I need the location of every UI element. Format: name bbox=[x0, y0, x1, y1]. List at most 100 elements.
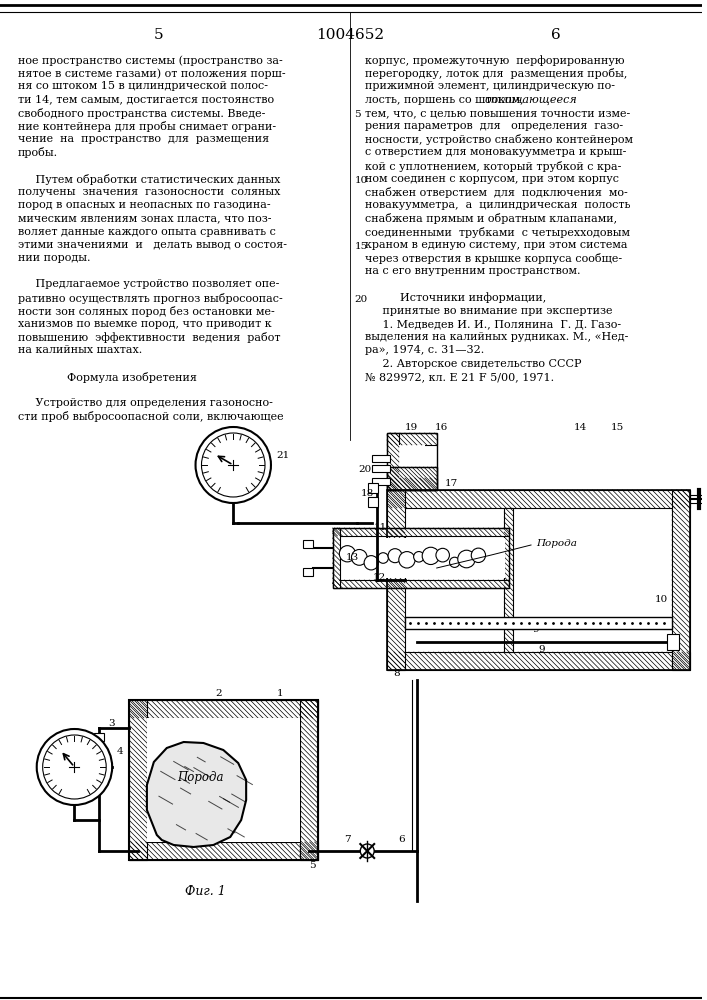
Bar bbox=[129, 700, 317, 860]
Circle shape bbox=[201, 433, 265, 497]
Text: Фиг. 1: Фиг. 1 bbox=[185, 885, 226, 898]
Text: 21: 21 bbox=[276, 450, 289, 460]
Bar bbox=[332, 580, 509, 588]
Text: № 829972, кл. Е 21 F 5/00, 1971.: № 829972, кл. Е 21 F 5/00, 1971. bbox=[366, 372, 554, 382]
Text: 9: 9 bbox=[539, 646, 545, 654]
Text: соединенными  трубками  с четырехходовым: соединенными трубками с четырехходовым bbox=[366, 227, 630, 238]
Text: 14: 14 bbox=[574, 422, 588, 432]
Circle shape bbox=[414, 552, 424, 562]
Text: 6: 6 bbox=[551, 28, 561, 42]
Text: ности зон соляных пород без остановки ме-: ности зон соляных пород без остановки ме… bbox=[18, 306, 274, 317]
Bar bbox=[387, 467, 437, 490]
Text: 9: 9 bbox=[532, 626, 539, 635]
Text: Порода: Порода bbox=[177, 772, 223, 784]
Text: нии породы.: нии породы. bbox=[18, 253, 90, 263]
Circle shape bbox=[361, 844, 374, 858]
Text: 5: 5 bbox=[154, 28, 163, 42]
Circle shape bbox=[196, 427, 271, 503]
Circle shape bbox=[339, 546, 356, 562]
Text: 1004652: 1004652 bbox=[316, 28, 385, 42]
Text: чение  на  пространство  для  размещения: чение на пространство для размещения bbox=[18, 134, 269, 144]
Text: 5: 5 bbox=[310, 860, 316, 869]
Bar bbox=[387, 433, 437, 490]
Text: 20: 20 bbox=[358, 466, 372, 475]
Text: Источники информации,: Источники информации, bbox=[366, 293, 547, 303]
Text: перегородку, лоток для  размещения пробы,: перегородку, лоток для размещения пробы, bbox=[366, 68, 628, 79]
Text: ное пространство системы (пространство за-: ное пространство системы (пространство з… bbox=[18, 55, 283, 66]
Text: Порода: Порода bbox=[536, 538, 577, 548]
Bar bbox=[372, 455, 390, 462]
Text: пород в опасных и неопасных по газодина-: пород в опасных и неопасных по газодина- bbox=[18, 200, 271, 210]
Bar bbox=[94, 746, 104, 754]
Text: кой с уплотнением, который трубкой с кра-: кой с уплотнением, который трубкой с кра… bbox=[366, 161, 621, 172]
Bar bbox=[147, 718, 300, 842]
Bar bbox=[387, 490, 690, 508]
Bar bbox=[387, 433, 437, 445]
Text: 2. Авторское свидетельство СССР: 2. Авторское свидетельство СССР bbox=[366, 359, 582, 369]
Bar bbox=[129, 700, 147, 860]
Text: 18: 18 bbox=[361, 489, 374, 498]
Text: через отверстия в крышке корпуса сообще-: через отверстия в крышке корпуса сообще- bbox=[366, 253, 622, 264]
Bar bbox=[300, 700, 317, 860]
Text: 13: 13 bbox=[346, 552, 359, 562]
Bar bbox=[405, 617, 672, 629]
Text: новакуумметра,  а  цилиндрическая  полость: новакуумметра, а цилиндрическая полость bbox=[366, 200, 631, 210]
Bar bbox=[368, 497, 378, 507]
Text: ние контейнера для пробы снимает ограни-: ние контейнера для пробы снимает ограни- bbox=[18, 121, 276, 132]
Bar bbox=[504, 508, 513, 652]
Circle shape bbox=[378, 553, 388, 563]
Bar bbox=[387, 652, 690, 670]
Text: 1. Медведев И. И., Полянина  Г. Д. Газо-: 1. Медведев И. И., Полянина Г. Д. Газо- bbox=[366, 319, 621, 329]
Text: ня со штоком 15 в цилиндрической полос-: ня со штоком 15 в цилиндрической полос- bbox=[18, 81, 268, 91]
Text: отличающееся: отличающееся bbox=[484, 95, 577, 105]
Text: 17: 17 bbox=[445, 480, 458, 488]
Text: 19: 19 bbox=[405, 422, 419, 432]
Text: 16: 16 bbox=[435, 422, 448, 432]
Polygon shape bbox=[147, 742, 246, 847]
Text: 1: 1 bbox=[276, 690, 284, 698]
Bar bbox=[129, 842, 317, 860]
Bar bbox=[342, 538, 506, 578]
Circle shape bbox=[457, 550, 475, 568]
Text: 5: 5 bbox=[354, 110, 361, 119]
Bar bbox=[672, 490, 690, 670]
Bar bbox=[372, 478, 390, 485]
Text: ти 14, тем самым, достигается постоянство: ти 14, тем самым, достигается постоянств… bbox=[18, 95, 274, 105]
Text: на с его внутренним пространством.: на с его внутренним пространством. bbox=[366, 266, 580, 276]
Text: лость, поршень со штоком,: лость, поршень со штоком, bbox=[366, 95, 527, 105]
Text: 3: 3 bbox=[108, 718, 115, 728]
Bar bbox=[129, 700, 317, 718]
Bar bbox=[387, 467, 437, 490]
Text: 10: 10 bbox=[354, 176, 368, 185]
Text: Устройство для определения газоносно-: Устройство для определения газоносно- bbox=[18, 398, 273, 408]
Text: воляет данные каждого опыта сравнивать с: воляет данные каждого опыта сравнивать с bbox=[18, 227, 276, 237]
Circle shape bbox=[422, 547, 439, 565]
Text: повышению  эффективности  ведения  работ: повышению эффективности ведения работ bbox=[18, 332, 281, 343]
Text: Путем обработки статистических данных: Путем обработки статистических данных bbox=[18, 174, 280, 185]
Text: выделения на калийных рудниках. М., «Нед-: выделения на калийных рудниках. М., «Нед… bbox=[366, 332, 629, 342]
Bar bbox=[303, 540, 312, 548]
Bar bbox=[387, 478, 437, 490]
Bar bbox=[94, 733, 104, 741]
Bar bbox=[368, 483, 378, 493]
Bar bbox=[332, 528, 509, 536]
Text: с отверстием для моновакуумметра и крыш-: с отверстием для моновакуумметра и крыш- bbox=[366, 147, 626, 157]
Bar bbox=[372, 465, 390, 472]
Circle shape bbox=[388, 549, 402, 563]
Text: рения параметров  для   определения  газо-: рения параметров для определения газо- bbox=[366, 121, 624, 131]
Text: сти проб выбросоопасной соли, включающее: сти проб выбросоопасной соли, включающее bbox=[18, 411, 284, 422]
Circle shape bbox=[351, 549, 367, 565]
Text: Формула изобретения: Формула изобретения bbox=[18, 372, 197, 383]
Text: носности, устройство снабжено контейнером: носности, устройство снабжено контейнеро… bbox=[366, 134, 633, 145]
Circle shape bbox=[472, 548, 486, 562]
Text: ра», 1974, с. 31—32.: ра», 1974, с. 31—32. bbox=[366, 345, 484, 355]
Text: ративно осуществлять прогноз выбросоопас-: ративно осуществлять прогноз выбросоопас… bbox=[18, 293, 283, 304]
Bar bbox=[387, 490, 690, 670]
Text: 15: 15 bbox=[354, 242, 368, 251]
Text: 7: 7 bbox=[344, 834, 351, 844]
Text: принятые во внимание при экспертизе: принятые во внимание при экспертизе bbox=[366, 306, 613, 316]
Circle shape bbox=[37, 729, 112, 805]
Bar bbox=[405, 508, 672, 652]
Text: свободного пространства системы. Введе-: свободного пространства системы. Введе- bbox=[18, 108, 265, 119]
Circle shape bbox=[399, 552, 415, 568]
